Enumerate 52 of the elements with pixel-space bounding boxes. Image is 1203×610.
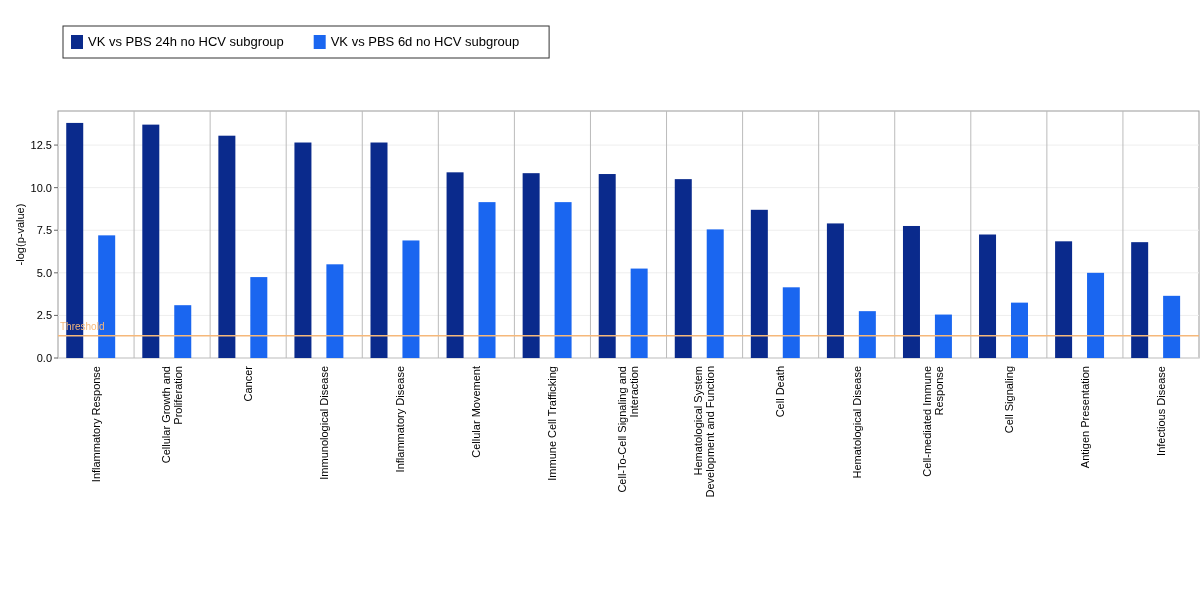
bar [782,287,800,358]
bar [598,174,616,358]
bar [1163,295,1181,358]
y-tick-label: 12.5 [30,138,52,151]
y-tick-label: 2.5 [36,309,52,322]
bar [934,314,952,358]
legend-label: VK vs PBS 6d no HCV subgroup [330,34,520,49]
legend-label: VK vs PBS 24h no HCV subgroup [88,34,284,49]
x-tick-label: Antigen Presentation [1078,366,1091,469]
bar [1055,241,1073,358]
bar [902,225,920,358]
y-tick-label: 5.0 [36,266,52,279]
bar [174,305,192,358]
y-tick-label: 0.0 [36,351,52,364]
bar [446,172,464,358]
x-tick-label: Cellular Growth and Proliferation [159,366,184,464]
bar [674,179,692,358]
y-axis-title: -log(p-value) [14,203,26,266]
bar [294,142,312,358]
x-tick-label: Cell-mediated Immune Response [920,366,945,477]
bar [370,142,388,358]
x-tick-label: Immunological Disease [318,366,331,480]
bar [478,202,496,358]
x-tick-label: Cellular Movement [470,366,483,458]
bar [522,173,540,358]
bar [218,135,236,358]
bar [1087,272,1105,358]
x-tick-label: Immune Cell Trafficking [546,366,559,481]
x-tick-label: Cancer [242,365,255,402]
bar [706,229,724,358]
x-tick-label: Inflammatory Response [89,366,102,483]
x-tick-label: Infectious Disease [1154,366,1167,456]
bar [826,223,844,358]
bar [250,277,268,358]
bar [750,209,768,358]
bar [979,234,997,358]
x-tick-label: Cell Death [774,366,787,418]
bar [142,124,160,358]
bar [554,202,572,358]
x-tick-label: Cell Signaling [1002,366,1015,434]
x-tick-label: Hematological System Development and Function [692,366,717,498]
bar [402,240,420,358]
bar [326,264,344,358]
y-tick-label: 7.5 [36,224,52,237]
x-tick-label: Inflammatory Disease [394,366,407,473]
bar [1010,302,1028,358]
bar [858,311,876,358]
x-tick-label: Cell-To-Cell Signaling and Interaction [616,366,641,493]
bar [1131,242,1149,358]
bar [630,268,648,358]
y-tick-label: 10.0 [30,181,52,194]
x-tick-label: Hematological Disease [850,366,863,479]
